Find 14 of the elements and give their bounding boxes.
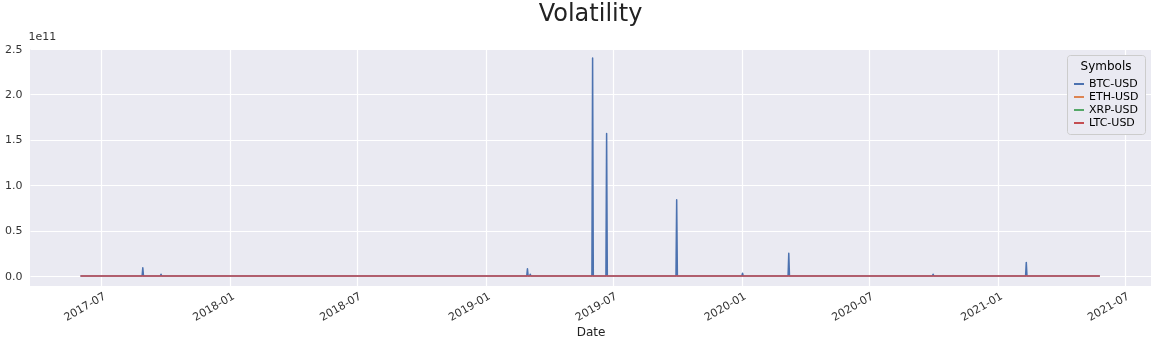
chart-title: Volatility: [538, 0, 643, 27]
text: 1e11: [28, 29, 57, 43]
legend-label: BTC-USD: [1089, 77, 1138, 90]
y-tick-label: 1.0: [5, 178, 23, 192]
y-tick-label: 0.0: [5, 269, 23, 283]
legend-title: Symbols: [1080, 59, 1132, 73]
y-tick-label: 2.0: [5, 87, 23, 101]
legend-label: LTC-USD: [1089, 116, 1135, 129]
y-tick-label: 2.5: [5, 42, 23, 56]
y-tick-label: 1.5: [5, 133, 23, 147]
legend-label: XRP-USD: [1089, 103, 1139, 116]
y-tick-label: 0.5: [5, 224, 23, 238]
legend-label: ETH-USD: [1089, 90, 1139, 103]
x-axis-title: Date: [576, 325, 606, 340]
